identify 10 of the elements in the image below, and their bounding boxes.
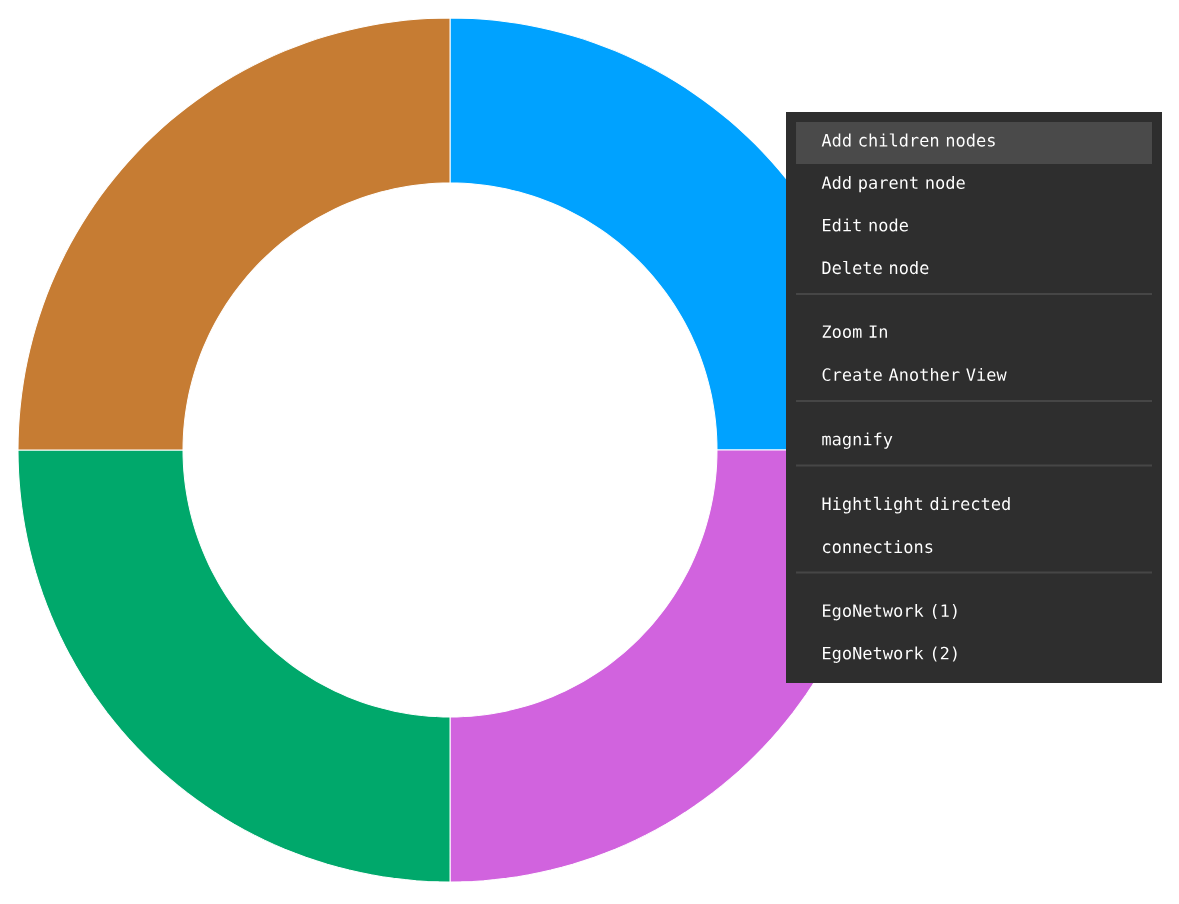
text: Edit node [823,218,908,232]
text: Hightlight directed connections [822,496,1010,554]
text: EgoNetwork (1) [823,603,957,621]
text: Add parent node [821,175,965,193]
text: Zoom In [822,325,887,339]
text: Delete node [822,260,929,275]
text: Create Another View [822,367,1007,382]
text: magnify [822,432,893,449]
text: EgoNetwork (2) [823,646,957,663]
text: Add children nodes [821,133,995,147]
